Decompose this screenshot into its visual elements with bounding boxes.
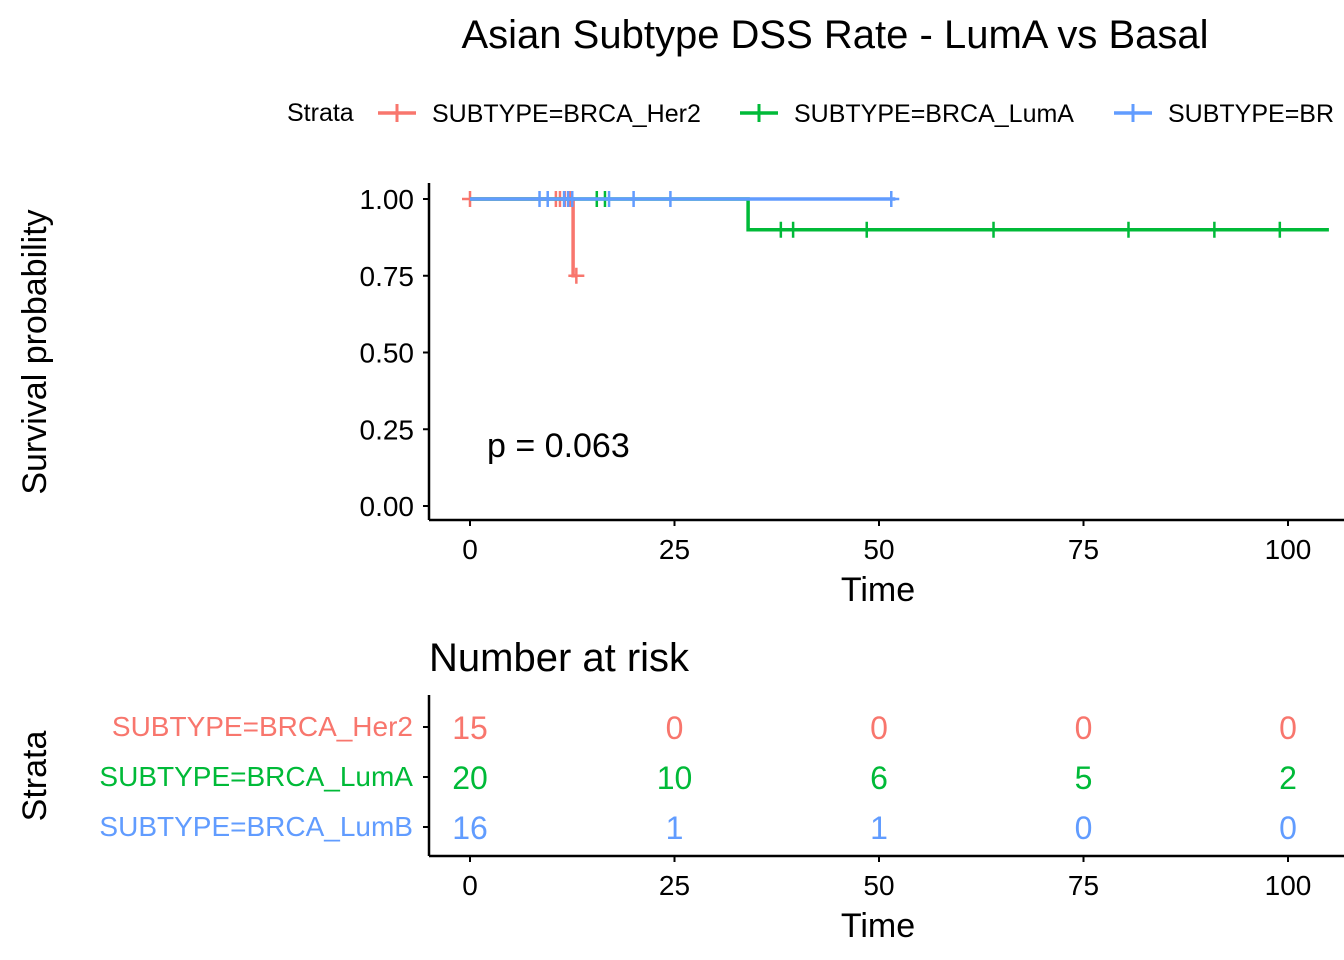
censor-mark — [1206, 221, 1223, 238]
censor-mark — [785, 221, 802, 238]
risk-row-label: SUBTYPE=BRCA_LumB — [99, 811, 413, 842]
y-tick-label: 0.25 — [360, 414, 415, 445]
x-tick-label: 25 — [659, 534, 690, 565]
risk-x-tick-label: 75 — [1068, 870, 1099, 901]
risk-count: 0 — [1075, 710, 1093, 746]
km-curve-series-1 — [470, 197, 577, 278]
x-tick-label: 50 — [863, 534, 894, 565]
risk-count: 2 — [1279, 760, 1297, 796]
risk-row-label: SUBTYPE=BRCA_LumA — [99, 761, 413, 792]
risk-count: 0 — [870, 710, 888, 746]
risk-count: 1 — [666, 810, 684, 846]
legend: Strata SUBTYPE=BRCA_Her2 SUBTYPE=BRCA_Lum… — [287, 99, 1334, 128]
risk-count: 5 — [1075, 760, 1093, 796]
risk-count: 1 — [870, 810, 888, 846]
risk-x-tick-label: 50 — [863, 870, 894, 901]
risk-count: 6 — [870, 760, 888, 796]
censor-mark — [1271, 221, 1288, 238]
risk-x-axis-title: Time — [841, 907, 915, 945]
y-tick-label: 0.50 — [360, 338, 415, 369]
censor-mark — [568, 267, 585, 284]
km-curve-series-2 — [470, 197, 1329, 232]
risk-count: 15 — [452, 710, 488, 746]
y-axis-title: Survival probability — [16, 209, 54, 494]
censor-mark — [601, 191, 618, 207]
censor-mark — [539, 191, 556, 207]
censor-mark — [564, 191, 581, 207]
risk-count: 20 — [452, 760, 488, 796]
risk-y-axis-title: Strata — [16, 731, 54, 822]
y-tick-label: 0.75 — [360, 261, 415, 292]
legend-entry-label: SUBTYPE=BRCA_Her2 — [432, 100, 701, 128]
legend-entry-label: SUBTYPE=BRCA_LumA — [794, 100, 1074, 128]
censor-mark — [883, 191, 900, 207]
p-value-annotation: p = 0.063 — [487, 427, 630, 465]
censor-mark — [1120, 221, 1137, 238]
risk-count: 16 — [452, 810, 488, 846]
legend-title: Strata — [287, 99, 354, 127]
x-tick-label: 75 — [1068, 534, 1099, 565]
legend-entry-label: SUBTYPE=BR — [1168, 100, 1334, 128]
risk-count: 0 — [1279, 710, 1297, 746]
risk-table-title: Number at risk — [429, 636, 690, 680]
chart-title: Asian Subtype DSS Rate - LumA vs Basal — [461, 13, 1208, 57]
risk-table: Number at risk SUBTYPE=BRCA_Her2 15 0 0 0 0SU… — [16, 636, 1344, 945]
risk-x-tick-label: 0 — [462, 870, 478, 901]
y-tick-label: 1.00 — [360, 184, 415, 215]
risk-row-label: SUBTYPE=BRCA_Her2 — [112, 711, 413, 742]
censor-mark — [985, 221, 1002, 238]
x-axis-title: Time — [841, 571, 915, 609]
risk-count: 0 — [1279, 810, 1297, 846]
risk-x-tick-label: 100 — [1265, 870, 1312, 901]
risk-count: 0 — [666, 710, 684, 746]
y-tick-label: 0.00 — [360, 491, 415, 522]
survival-plot: 0.00 0.25 0.50 0.75 1.00 0 25 50 75 100 p = 0.06… — [16, 183, 1344, 609]
censor-mark — [858, 221, 875, 238]
risk-count: 10 — [657, 760, 693, 796]
risk-x-tick-label: 25 — [659, 870, 690, 901]
x-tick-label: 100 — [1265, 534, 1312, 565]
risk-count: 0 — [1075, 810, 1093, 846]
censor-mark — [625, 191, 642, 207]
censor-mark — [662, 191, 679, 207]
x-tick-label: 0 — [462, 534, 478, 565]
